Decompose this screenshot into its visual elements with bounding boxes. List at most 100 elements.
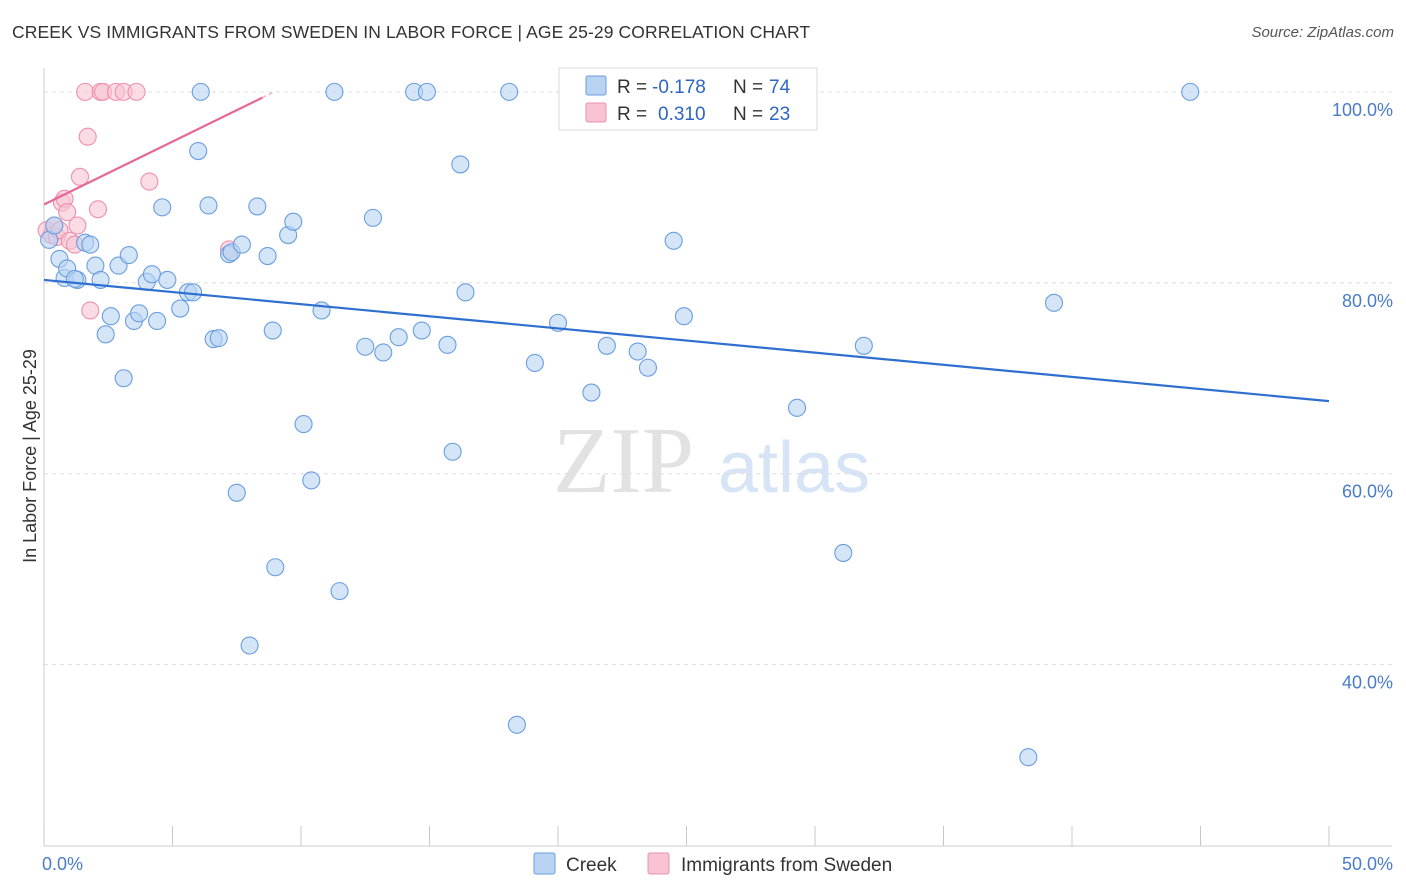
creek-point-56 [500, 82, 519, 101]
creek-point-63 [638, 358, 658, 377]
creek-point-13 [119, 246, 138, 265]
watermark-atlas: atlas [718, 428, 870, 508]
sweden-point-21 [140, 172, 159, 191]
sweden-point-13 [78, 127, 97, 146]
sweden-point-12 [76, 82, 95, 101]
creek-point-24 [189, 142, 208, 161]
creek-point-53 [443, 442, 462, 461]
sweden-point-14 [81, 301, 100, 320]
creek-point-21 [171, 299, 190, 318]
creek-point-60 [582, 383, 601, 402]
creek-point-35 [258, 247, 277, 266]
x-tick-label-min: 0.0% [42, 854, 83, 874]
creek-point-12 [114, 369, 133, 388]
sweden-point-7 [58, 203, 77, 222]
creek-point-52 [438, 335, 457, 354]
legend-creek-n-label: N = [733, 77, 763, 98]
creek-point-55 [456, 283, 475, 302]
bottom-legend-creek-label: Creek [566, 855, 617, 876]
creek-point-43 [325, 82, 344, 101]
axes [43, 68, 1392, 847]
creek-point-37 [266, 558, 285, 577]
creek-point-28 [209, 329, 228, 348]
creek-point-46 [363, 208, 383, 227]
bottom-legend-swatch-creek [533, 852, 556, 875]
legend-creek-r-label: R = [617, 77, 647, 98]
grid-lines [44, 91, 1392, 666]
creek-point-41 [302, 471, 321, 490]
legend-swatch-creek [585, 75, 607, 96]
creek-point-9 [96, 325, 115, 344]
creek-point-20 [158, 270, 177, 289]
creek-point-40 [294, 415, 313, 434]
y-tick-label-3: 40.0% [1342, 673, 1393, 693]
creek-point-17 [142, 265, 161, 284]
creek-point-64 [664, 231, 683, 250]
creek-point-50 [412, 321, 431, 340]
creek-point-54 [451, 155, 470, 174]
y-axis-title: In Labor Force | Age 25-29 [20, 349, 40, 563]
creek-point-65 [674, 307, 693, 326]
creek-point-48 [389, 328, 408, 347]
legend-swatch-sweden [585, 102, 607, 123]
creek-point-68 [854, 336, 873, 355]
x-axis-ticks [43, 826, 1330, 846]
creek-point-72 [45, 216, 64, 235]
creek-point-70 [1044, 293, 1064, 312]
sweden-point-20 [127, 82, 146, 101]
bottom-legend-sweden-label: Immigrants from Sweden [681, 855, 892, 876]
creek-point-19 [153, 198, 172, 217]
creek-point-51 [417, 82, 436, 101]
y-tick-label-0: 100.0% [1332, 100, 1393, 120]
creek-point-10 [101, 307, 120, 326]
creek-point-6 [81, 235, 100, 254]
legend-creek-r-value: -0.178 [652, 77, 706, 98]
creek-point-47 [374, 343, 393, 362]
series-legend: Creek Immigrants from Sweden [533, 852, 892, 876]
y-tick-label-2: 60.0% [1342, 482, 1393, 502]
legend-creek-n-value: 74 [769, 77, 791, 98]
legend-sweden-n-label: N = [733, 104, 763, 125]
creek-point-73 [65, 269, 84, 289]
creek-point-62 [628, 342, 647, 361]
creek-points [40, 82, 1200, 767]
creek-point-25 [191, 82, 210, 101]
creek-point-31 [227, 483, 246, 502]
creek-point-69 [1019, 748, 1038, 767]
creek-point-44 [330, 582, 349, 601]
creek-point-33 [240, 636, 259, 655]
creek-point-34 [248, 197, 267, 216]
creek-point-45 [356, 337, 375, 356]
creek-point-67 [834, 543, 853, 562]
sweden-point-15 [88, 200, 108, 219]
creek-point-15 [130, 304, 149, 323]
chart-title: CREEK VS IMMIGRANTS FROM SWEDEN IN LABOR… [12, 22, 811, 42]
x-tick-label-max: 50.0% [1342, 854, 1393, 874]
stats-legend: R = -0.178 N = 74 R = 0.310 N = 23 [558, 67, 818, 131]
sweden-trend-extension [262, 91, 274, 99]
creek-point-58 [525, 353, 544, 373]
y-axis-tick-labels: 100.0% 80.0% 60.0% 40.0% [1332, 100, 1393, 693]
trend-lines [43, 91, 1330, 403]
bottom-legend-swatch-sweden [647, 852, 670, 875]
creek-point-39 [284, 212, 303, 231]
y-tick-label-1: 80.0% [1342, 291, 1393, 311]
sweden-point-11 [70, 167, 90, 186]
legend-sweden-r-value: 0.310 [658, 104, 706, 125]
creek-point-26 [199, 196, 218, 215]
creek-point-66 [787, 398, 807, 417]
creek-point-61 [597, 336, 616, 355]
creek-trend-line [43, 278, 1330, 403]
creek-point-57 [507, 715, 526, 734]
creek-point-32 [232, 235, 251, 254]
watermark-zip: ZIP [553, 409, 694, 513]
sweden-point-10 [68, 216, 87, 235]
creek-point-71 [1181, 82, 1200, 101]
creek-point-36 [263, 321, 282, 340]
source-label: Source: ZipAtlas.com [1251, 24, 1394, 41]
creek-point-18 [148, 311, 167, 331]
sweden-trend-line [43, 96, 263, 206]
legend-sweden-n-value: 23 [769, 104, 790, 125]
legend-sweden-r-label: R = [617, 104, 647, 125]
